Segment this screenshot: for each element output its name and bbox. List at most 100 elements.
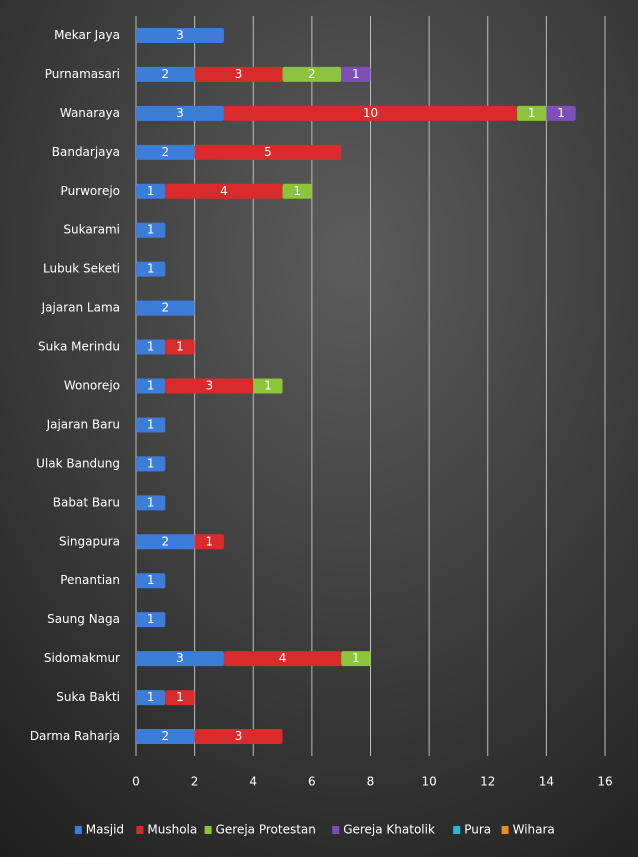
- bar-segment: [546, 105, 576, 121]
- data-label: 1: [147, 379, 155, 393]
- y-tick-label: Suka Merindu: [38, 340, 120, 354]
- legend-label: Mushola: [147, 823, 197, 837]
- bar-segment: [136, 534, 195, 550]
- data-label: 3: [176, 106, 184, 120]
- data-label: 1: [147, 262, 155, 276]
- bar-segment: [136, 651, 224, 667]
- legend-swatch: [136, 826, 144, 834]
- data-label: 2: [161, 729, 169, 743]
- bar-segment: [136, 690, 166, 706]
- data-label: 1: [557, 106, 565, 120]
- data-label: 2: [161, 67, 169, 81]
- bar-segment: [194, 534, 224, 550]
- y-tick-label: Jajaran Baru: [46, 417, 120, 431]
- y-tick-label: Purnamasari: [45, 67, 120, 81]
- bar-segment: [136, 300, 195, 316]
- bar-segment: [341, 651, 371, 667]
- data-label: 2: [161, 534, 169, 548]
- legend-label: Wihara: [513, 823, 555, 837]
- x-tick-label: 6: [308, 775, 316, 789]
- bar-segment: [223, 651, 342, 667]
- x-tick-label: 12: [480, 775, 495, 789]
- data-label: 1: [352, 651, 360, 665]
- bar-segment: [136, 339, 166, 355]
- bar-segment: [136, 105, 224, 121]
- x-tick-label: 4: [249, 775, 257, 789]
- y-tick-label: Purworejo: [61, 184, 120, 198]
- data-label: 3: [235, 67, 243, 81]
- y-tick-label: Lubuk Seketi: [43, 262, 120, 276]
- data-label: 4: [279, 651, 287, 665]
- y-tick-label: Jajaran Lama: [41, 301, 120, 315]
- bar-segment: [194, 729, 283, 745]
- bar-segment: [282, 183, 312, 199]
- legend-swatch: [501, 826, 509, 834]
- y-tick-label: Wonorejo: [64, 379, 120, 393]
- bar-segment: [165, 378, 254, 394]
- legend-swatch: [74, 826, 82, 834]
- bar-segment: [223, 105, 518, 121]
- legend-label: Pura: [464, 823, 491, 837]
- bar-segment: [136, 612, 166, 628]
- legend-swatch: [204, 826, 212, 834]
- bar-segment: [341, 66, 371, 82]
- data-label: 1: [528, 106, 536, 120]
- bar-segment: [194, 144, 342, 160]
- bar-segment: [136, 27, 224, 43]
- data-label: 1: [147, 690, 155, 704]
- y-tick-label: Bandarjaya: [52, 145, 120, 159]
- data-label: 4: [220, 184, 228, 198]
- data-label: 1: [176, 340, 184, 354]
- bar-segment: [136, 183, 166, 199]
- data-label: 1: [147, 612, 155, 626]
- x-tick-label: 0: [132, 775, 140, 789]
- bar-segment: [136, 417, 166, 433]
- x-tick-label: 10: [421, 775, 436, 789]
- y-tick-label: Saung Naga: [47, 612, 120, 626]
- bar-segment: [136, 456, 166, 472]
- legend-swatch: [453, 826, 461, 834]
- bar-segment: [136, 378, 166, 394]
- data-label: 1: [293, 184, 301, 198]
- y-tick-label: Penantian: [60, 573, 120, 587]
- bar-segment: [136, 495, 166, 511]
- bar-segment: [136, 66, 195, 82]
- bar-segment: [253, 378, 283, 394]
- data-label: 1: [147, 223, 155, 237]
- data-label: 3: [235, 729, 243, 743]
- y-tick-label: Singapura: [59, 534, 120, 548]
- data-label: 1: [147, 495, 155, 509]
- data-label: 10: [363, 106, 378, 120]
- legend-label: Gereja Protestan: [216, 823, 316, 837]
- y-tick-label: Mekar Jaya: [54, 28, 120, 42]
- legend-label: Gereja Khatolik: [343, 823, 435, 837]
- data-label: 3: [176, 28, 184, 42]
- bar-segment: [165, 183, 283, 199]
- data-label: 1: [147, 417, 155, 431]
- bar-segment: [282, 66, 342, 82]
- y-tick-label: Ulak Bandung: [36, 456, 120, 470]
- x-tick-label: 2: [191, 775, 199, 789]
- data-label: 2: [161, 301, 169, 315]
- y-tick-label: Darma Raharja: [30, 729, 120, 743]
- y-tick-label: Suka Bakti: [56, 690, 120, 704]
- y-tick-label: Babat Baru: [53, 495, 120, 509]
- bar-segment: [165, 690, 195, 706]
- bar-segment: [194, 66, 283, 82]
- y-tick-label: Sukarami: [63, 223, 120, 237]
- y-tick-label: Wanaraya: [60, 106, 120, 120]
- data-label: 1: [147, 456, 155, 470]
- legend-label: Masjid: [86, 823, 124, 837]
- bar-segment: [517, 105, 547, 121]
- data-label: 3: [176, 651, 184, 665]
- bar-segment: [136, 729, 195, 745]
- bar-segment: [136, 573, 166, 589]
- data-label: 3: [205, 379, 213, 393]
- x-tick-label: 14: [539, 775, 554, 789]
- data-label: 1: [147, 573, 155, 587]
- data-label: 5: [264, 145, 272, 159]
- legend-swatch: [332, 826, 340, 834]
- bar-segment: [136, 261, 166, 277]
